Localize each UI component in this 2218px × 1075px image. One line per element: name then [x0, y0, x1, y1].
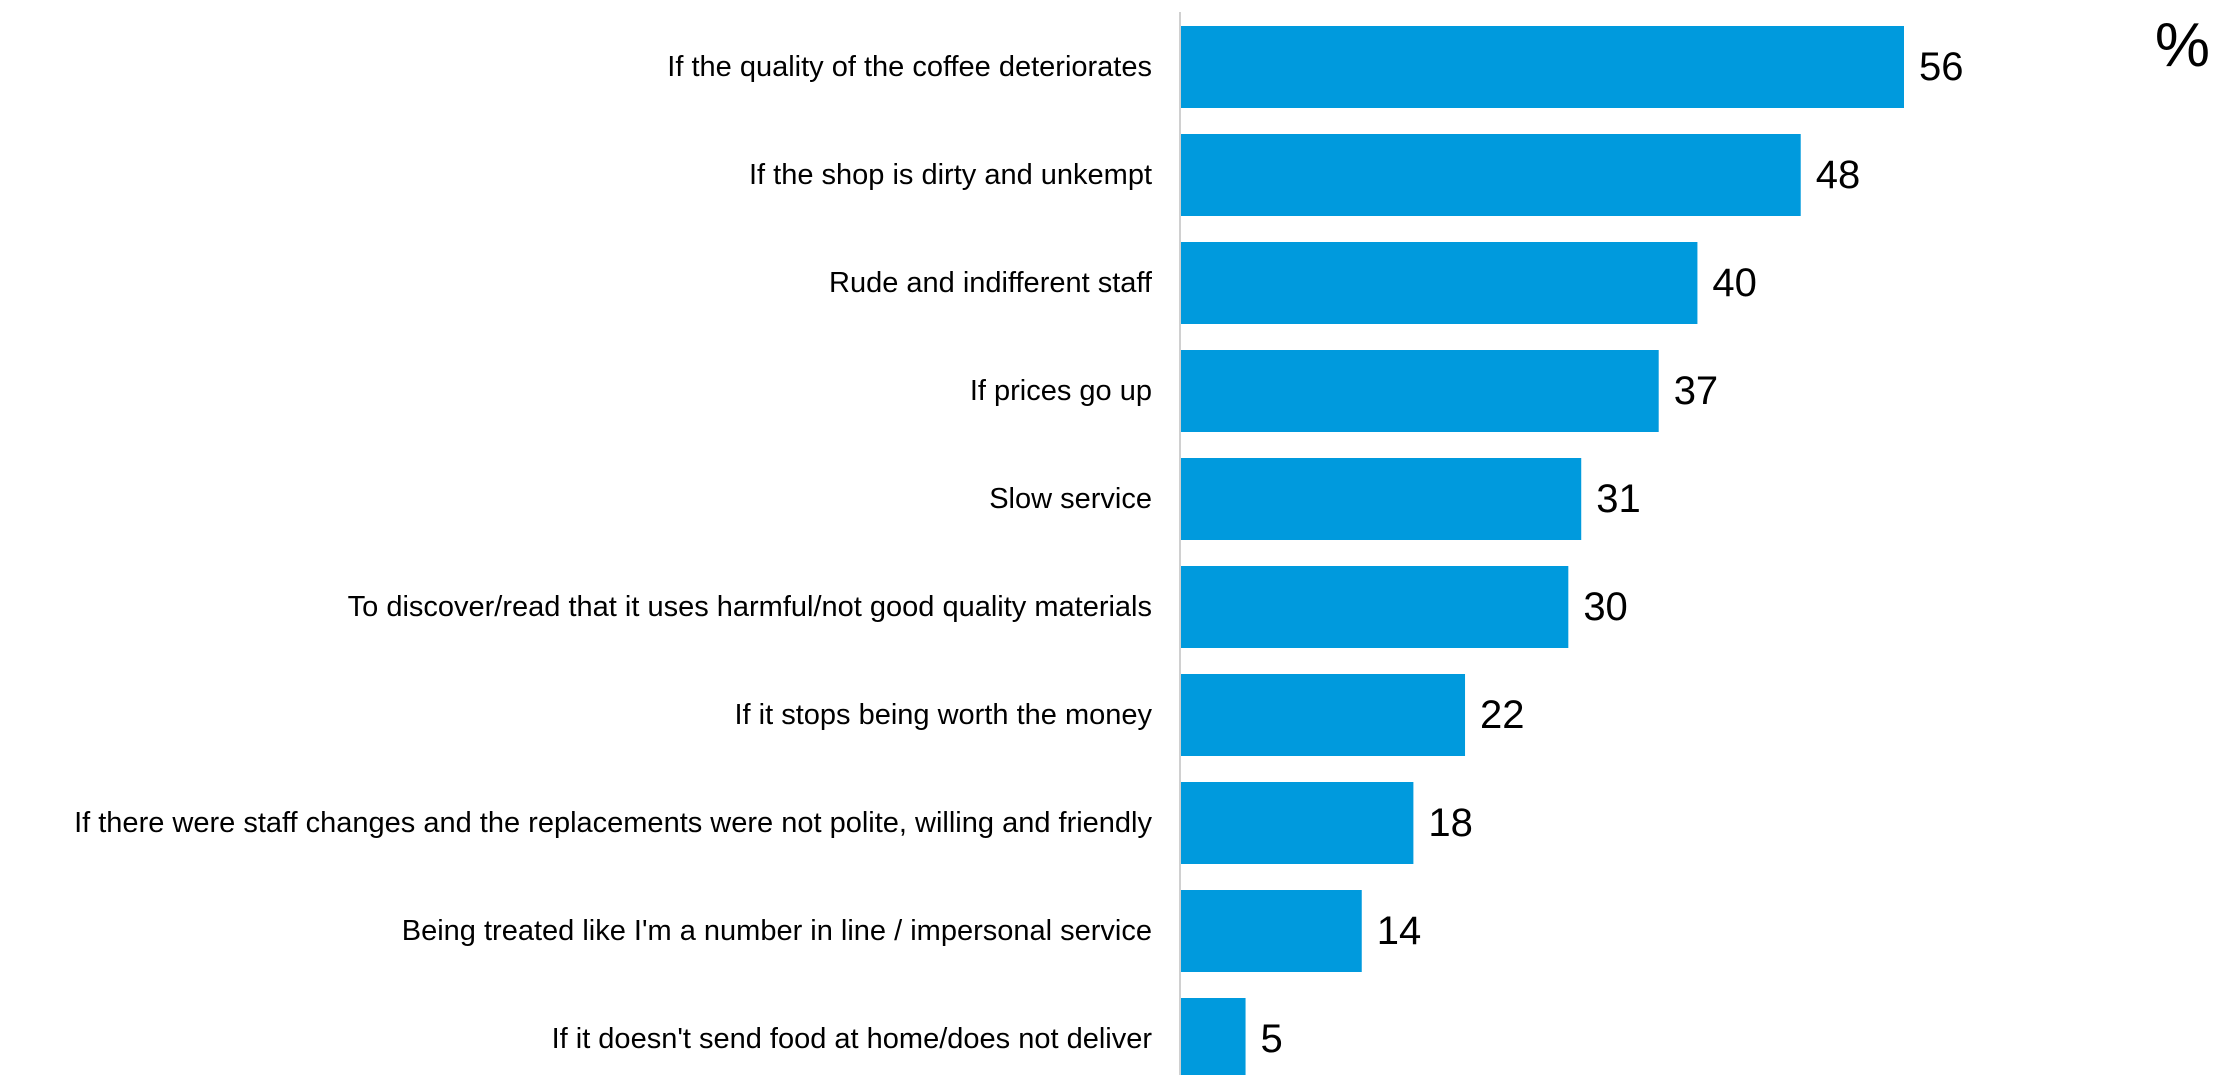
- category-label-6: To discover/read that it uses harmful/no…: [348, 591, 1152, 623]
- category-label-3: Rude and indifferent staff: [829, 267, 1153, 299]
- bar-9: [1181, 890, 1362, 972]
- category-label-10: If it doesn't send food at home/does not…: [552, 1023, 1153, 1055]
- bar-8: [1181, 782, 1414, 864]
- value-label-3: 40: [1712, 261, 1757, 305]
- value-label-7: 22: [1480, 693, 1525, 737]
- value-label-8: 18: [1428, 801, 1473, 845]
- bar-1: [1181, 26, 1904, 108]
- value-label-4: 37: [1674, 369, 1719, 413]
- bar-2: [1181, 134, 1801, 216]
- category-label-2: If the shop is dirty and unkempt: [749, 159, 1152, 191]
- value-label-1: 56: [1919, 45, 1964, 89]
- category-label-5: Slow service: [989, 483, 1152, 515]
- value-labels-group: 56 48 40 37 31 30 22 18 14 5: [1261, 45, 1964, 1061]
- value-label-9: 14: [1377, 909, 1422, 953]
- bar-10: [1181, 998, 1246, 1075]
- bar-4: [1181, 350, 1659, 432]
- category-label-1: If the quality of the coffee deteriorate…: [667, 51, 1152, 83]
- bar-3: [1181, 242, 1698, 324]
- category-label-7: If it stops being worth the money: [735, 699, 1153, 731]
- bar-5: [1181, 458, 1582, 540]
- category-label-4: If prices go up: [970, 375, 1152, 407]
- value-label-5: 31: [1596, 477, 1641, 521]
- value-label-6: 30: [1583, 585, 1628, 629]
- bars-group: [1181, 26, 1904, 1075]
- category-labels-group: If the quality of the coffee deteriorate…: [74, 51, 1153, 1055]
- bar-6: [1181, 566, 1569, 648]
- unit-label: %: [2155, 11, 2210, 80]
- value-label-10: 5: [1261, 1017, 1283, 1061]
- category-label-8: If there were staff changes and the repl…: [74, 807, 1152, 839]
- category-label-9: Being treated like I'm a number in line …: [402, 915, 1152, 947]
- bar-7: [1181, 674, 1466, 756]
- value-label-2: 48: [1816, 153, 1861, 197]
